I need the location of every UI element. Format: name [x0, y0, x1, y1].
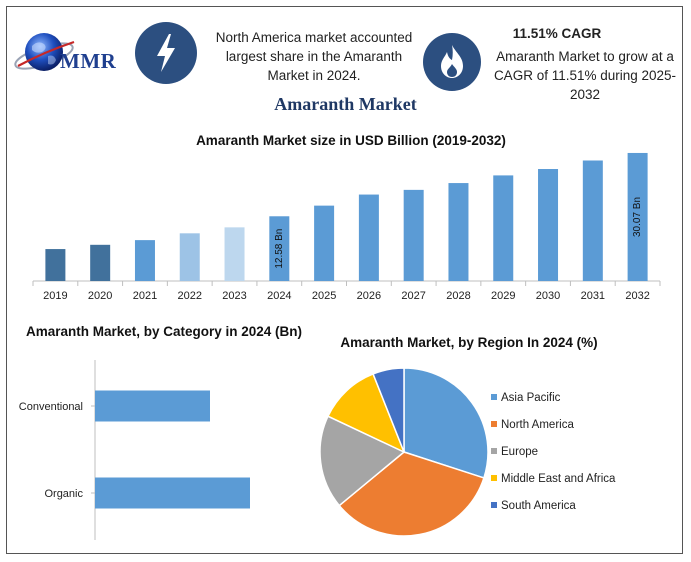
bar-2026 — [358, 194, 379, 281]
legend-label: North America — [501, 419, 574, 431]
globe-logo-icon — [14, 33, 75, 71]
x-tick-label: 2021 — [133, 290, 157, 302]
infographic-frame — [6, 6, 683, 554]
pie-slice-middle-east-and-africa — [326, 372, 406, 454]
bar-2020 — [90, 244, 111, 281]
x-tick-label: 2030 — [536, 290, 560, 302]
category-label: Conventional — [19, 401, 83, 413]
x-tick-label: 2023 — [222, 290, 246, 302]
bar-2024 — [269, 216, 290, 281]
category-bar-organic — [95, 477, 250, 509]
pie-slice-europe — [319, 415, 406, 507]
x-tick-label: 2032 — [625, 290, 649, 302]
category-chart-title: Amaranth Market, by Category in 2024 (Bn… — [25, 324, 303, 339]
bar-2019 — [45, 249, 66, 281]
legend-label: Europe — [501, 446, 538, 458]
logo-text: MMR — [60, 49, 117, 73]
x-tick-label: 2024 — [267, 290, 291, 302]
region-chart-title: Amaranth Market, by Region In 2024 (%) — [340, 335, 598, 350]
bar-2031 — [582, 160, 603, 281]
bar-2028 — [448, 183, 469, 281]
flame-icon-badge — [423, 33, 481, 91]
x-tick-label: 2031 — [581, 290, 605, 302]
highlight-cagr: Amaranth Market to grow at a CAGR of 11.… — [493, 49, 677, 102]
legend-label: Middle East and Africa — [501, 473, 616, 485]
bar-data-label: 12.58 Bn — [274, 229, 285, 269]
bar-2032 — [627, 152, 648, 281]
highlight-north-america: North America market accounted largest s… — [215, 30, 413, 83]
x-tick-label: 2020 — [88, 290, 112, 302]
x-tick-label: 2026 — [357, 290, 381, 302]
bar-data-label: 30.07 Bn — [632, 197, 643, 237]
legend-swatch — [491, 421, 497, 427]
flame-icon — [441, 45, 463, 78]
pie-slice-asia-pacific — [403, 367, 489, 479]
main-title: Amaranth Market — [274, 94, 417, 114]
x-tick-label: 2022 — [178, 290, 202, 302]
bar-2023 — [224, 227, 245, 281]
legend-swatch — [491, 448, 497, 454]
lightning-icon-badge — [135, 22, 197, 84]
legend-swatch — [491, 394, 497, 400]
x-tick-label: 2029 — [491, 290, 515, 302]
bar-2027 — [403, 189, 424, 281]
legend-label: South America — [501, 500, 576, 512]
pie-slice-south-america — [372, 367, 405, 453]
x-tick-label: 2027 — [401, 290, 425, 302]
category-bar-conventional — [95, 390, 210, 422]
x-tick-label: 2025 — [312, 290, 336, 302]
bar-2029 — [493, 175, 514, 281]
legend-swatch — [491, 502, 497, 508]
bar-2030 — [538, 169, 559, 281]
bar-2021 — [134, 240, 155, 281]
pie-slice-north-america — [338, 451, 485, 537]
legend-label: Asia Pacific — [501, 392, 561, 404]
bar-2025 — [314, 205, 335, 281]
category-label: Organic — [44, 488, 83, 500]
bar-2022 — [179, 233, 200, 281]
lightning-icon — [157, 34, 175, 72]
x-tick-label: 2019 — [43, 290, 67, 302]
bar-chart-title: Amaranth Market size in USD Billion (201… — [196, 133, 506, 148]
x-tick-label: 2028 — [446, 290, 470, 302]
mmr-logo — [14, 26, 132, 82]
legend-swatch — [491, 475, 497, 481]
cagr-title: 11.51% CAGR — [512, 26, 602, 41]
